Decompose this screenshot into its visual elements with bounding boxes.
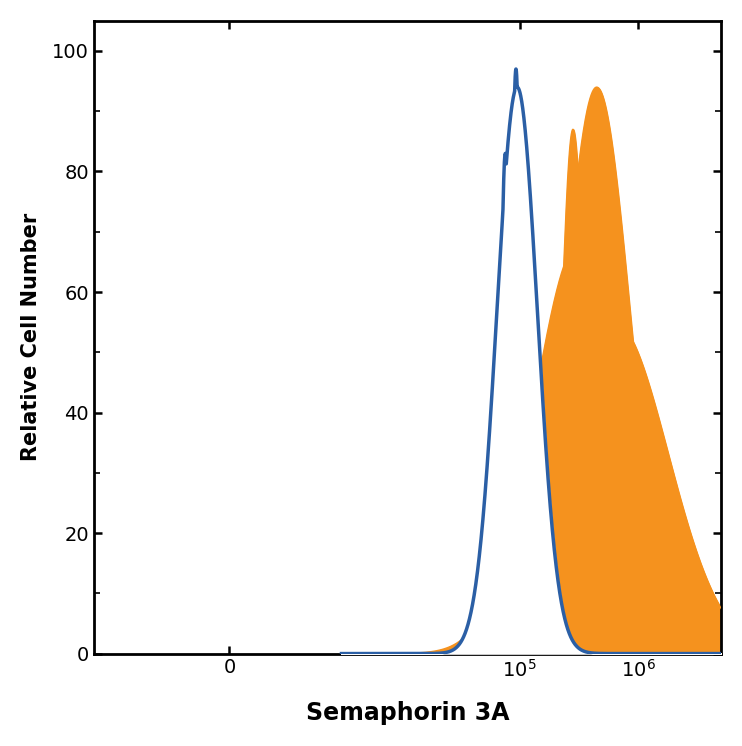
X-axis label: Semaphorin 3A: Semaphorin 3A: [306, 701, 509, 725]
Y-axis label: Relative Cell Number: Relative Cell Number: [21, 213, 41, 461]
